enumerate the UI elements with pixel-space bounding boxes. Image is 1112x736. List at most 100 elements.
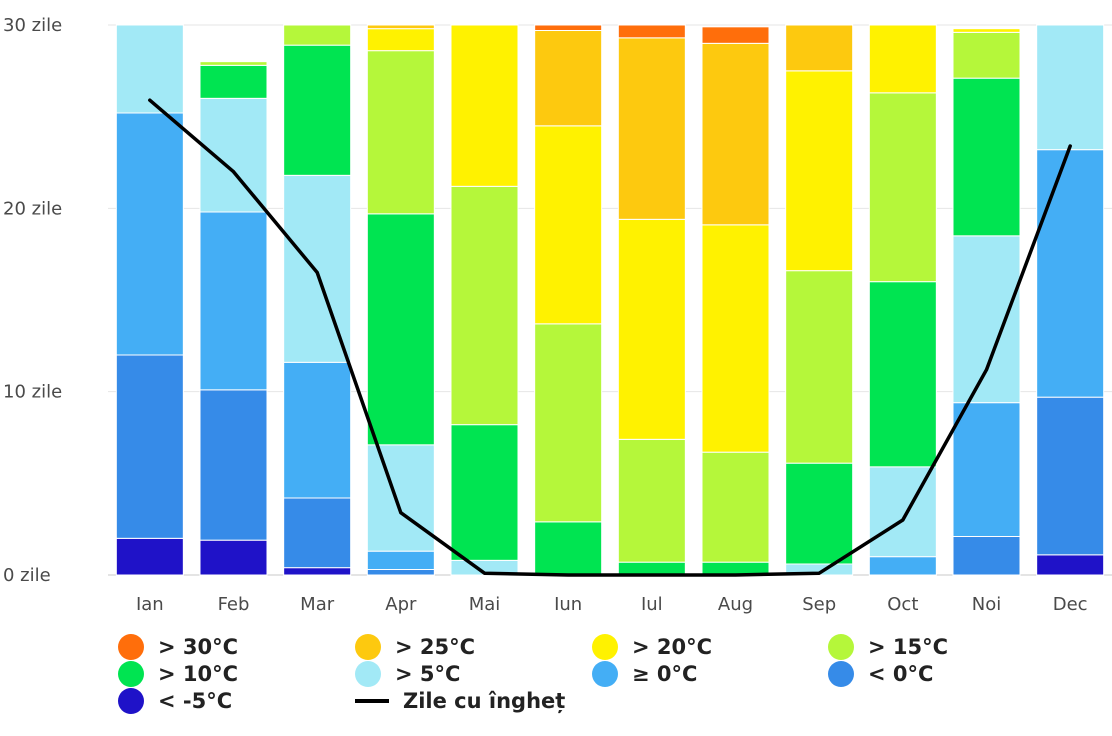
legend-dot-swatch (355, 661, 381, 687)
bar-segment (785, 270, 854, 464)
x-tick-label: Iul (641, 594, 663, 615)
legend-label: > 25°C (395, 635, 476, 659)
bar-Dec (1036, 24, 1105, 576)
bar-Iun (534, 24, 603, 576)
frost-days-point (1068, 144, 1072, 148)
bar-segment (617, 37, 686, 220)
bar-segment (1036, 149, 1105, 398)
bar-segment (366, 569, 435, 576)
stacked-bars (115, 24, 1105, 576)
y-tick-label: 0 zile (3, 565, 51, 586)
frost-days-point (483, 571, 486, 575)
legend-line-swatch (355, 699, 389, 703)
legend-item[interactable]: < -5°C (118, 688, 232, 714)
bar-segment (617, 24, 686, 39)
bar-Iul (617, 24, 686, 576)
legend-label: > 5°C (395, 662, 461, 686)
legend-item[interactable]: > 20°C (592, 634, 712, 660)
bar-segment (701, 42, 770, 226)
legend-dot-swatch (355, 634, 381, 660)
legend-label: > 10°C (158, 662, 239, 686)
bar-segment (366, 444, 435, 552)
bar-segment (283, 567, 352, 576)
legend-item[interactable]: > 25°C (355, 634, 475, 660)
bar-Apr (366, 24, 435, 576)
x-tick-label: Oct (887, 594, 918, 615)
bar-segment (868, 556, 937, 576)
bar-segment (1036, 24, 1105, 151)
x-tick-label: Iun (554, 594, 582, 615)
legend-dot-swatch (828, 634, 854, 660)
legend-item[interactable]: Zile cu îngheț (355, 688, 565, 714)
bar-segment (283, 174, 352, 363)
frost-days-point (985, 368, 988, 372)
legend-label: ≥ 0°C (632, 662, 698, 686)
bar-segment (701, 224, 770, 453)
bar-segment (785, 462, 854, 565)
bar-Feb (199, 61, 268, 576)
bar-segment (617, 218, 686, 440)
legend-dot-swatch (118, 634, 144, 660)
y-tick-label: 30 zile (3, 15, 62, 36)
bar-segment (952, 77, 1021, 237)
bar-segment (366, 213, 435, 446)
legend-label: Zile cu îngheț (403, 689, 566, 713)
bar-segment (283, 497, 352, 569)
y-tick-label: 20 zile (3, 198, 62, 219)
bar-segment (534, 323, 603, 523)
bar-Sep (785, 24, 854, 576)
bar-segment (1036, 554, 1105, 576)
bar-Mai (450, 24, 519, 576)
bar-segment (199, 389, 268, 541)
bar-segment (701, 451, 770, 563)
x-tick-label: Feb (218, 594, 250, 615)
frost-days-point (650, 573, 654, 577)
bar-segment (115, 537, 184, 576)
bar-segment (283, 24, 352, 46)
x-tick-label: Mai (469, 594, 501, 615)
chart-legend: > 30°C > 25°C > 20°C > 15°C > 10°C > 5°C ≥ 0°C… (0, 620, 1112, 736)
bar-segment (366, 550, 435, 571)
frost-days-point (817, 571, 821, 575)
bar-segment (199, 97, 268, 213)
bar-segment (952, 31, 1021, 79)
legend-item[interactable]: > 30°C (118, 634, 238, 660)
legend-item[interactable]: > 15°C (828, 634, 948, 660)
bar-segment (701, 26, 770, 44)
bar-segment (785, 24, 854, 72)
bar-segment (366, 24, 435, 30)
legend-dot-swatch (592, 661, 618, 687)
frost-days-point (315, 271, 319, 274)
bar-segment (785, 70, 854, 272)
bar-segment (617, 561, 686, 576)
bar-segment (534, 521, 603, 576)
bar-Noi (952, 28, 1021, 576)
frost-days-point (734, 573, 737, 577)
bar-segment (534, 30, 603, 127)
bar-segment (199, 211, 268, 391)
x-tick-label: Sep (802, 594, 836, 615)
temperature-days-chart: 0 zile 10 zile 20 zile 30 zile Ian Feb Mar Apr… (3, 15, 1112, 615)
legend-item[interactable]: ≥ 0°C (592, 661, 697, 687)
x-tick-label: Ian (136, 594, 164, 615)
legend-item[interactable]: > 10°C (118, 661, 238, 687)
bar-segment (283, 361, 352, 499)
x-tick-label: Noi (972, 594, 1001, 615)
bar-segment (450, 424, 519, 561)
legend-dot-swatch (828, 661, 854, 687)
bar-segment (952, 28, 1021, 33)
x-tick-label: Apr (385, 594, 417, 615)
bar-segment (115, 112, 184, 356)
y-axis-tick-labels: 0 zile 10 zile 20 zile 30 zile (3, 15, 62, 586)
legend-item[interactable]: > 5°C (355, 661, 460, 687)
bar-Ian (115, 24, 184, 576)
frost-days-line (148, 98, 1072, 577)
bar-Oct (868, 24, 937, 576)
legend-item[interactable]: < 0°C (828, 661, 933, 687)
y-tick-label: 10 zile (3, 382, 62, 403)
frost-days-point (232, 170, 235, 174)
bar-segment (366, 50, 435, 215)
bar-segment (868, 92, 937, 283)
bar-segment (199, 539, 268, 576)
bar-segment (1036, 396, 1105, 556)
